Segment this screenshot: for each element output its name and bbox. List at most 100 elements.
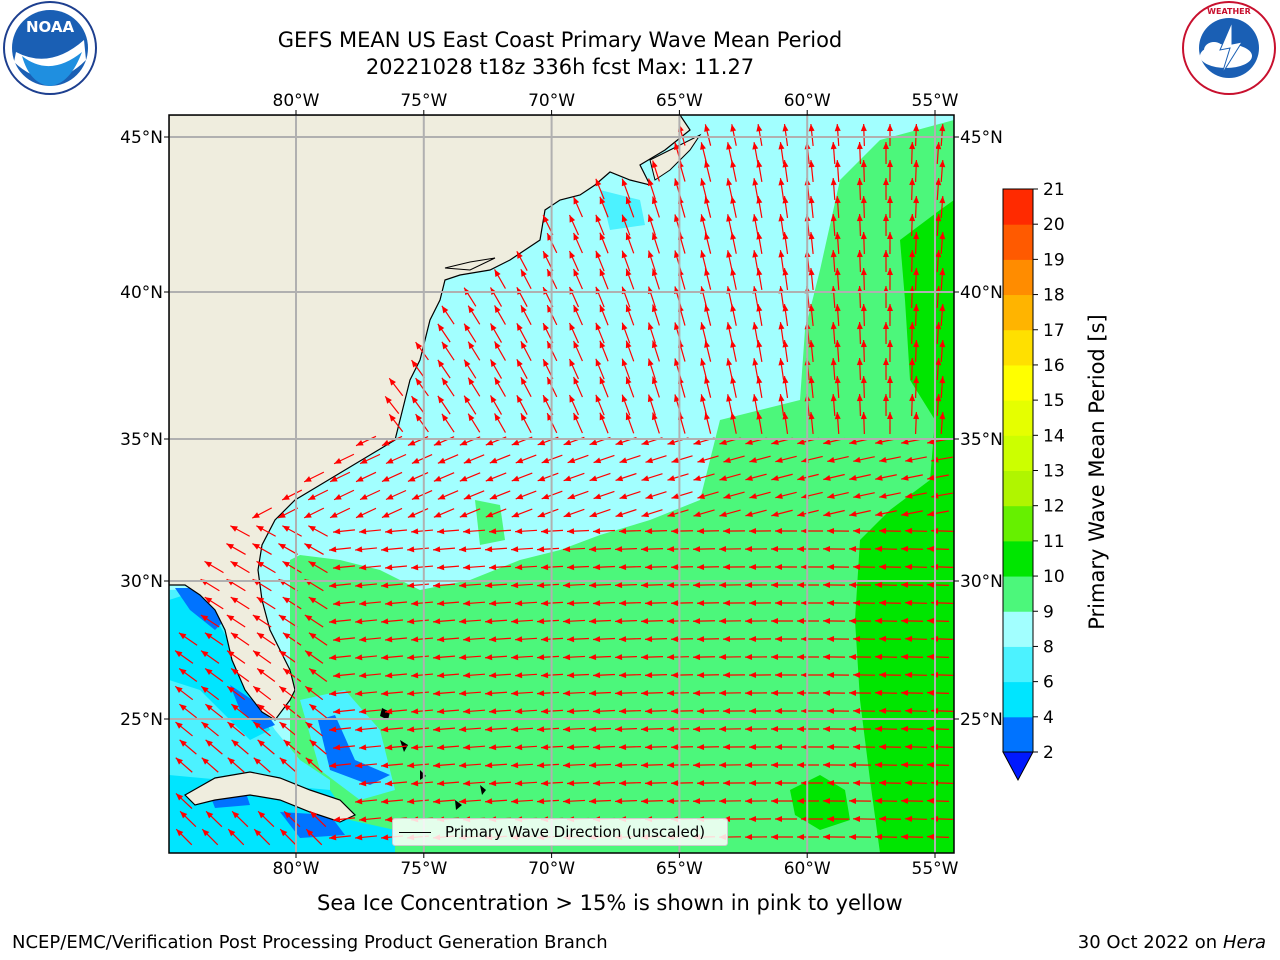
wave-vector-head xyxy=(490,359,497,368)
wave-vector-head xyxy=(437,744,445,751)
wave-vector-head xyxy=(808,160,815,168)
wave-vector-head xyxy=(730,304,737,312)
wave-vector-head xyxy=(882,358,889,366)
wave-vector-head xyxy=(726,250,733,258)
wave-vector-head xyxy=(778,394,785,402)
wave-vector-head xyxy=(304,614,313,622)
wave-vector-head xyxy=(619,528,627,535)
colorbar-tick-label: 15 xyxy=(1043,391,1065,411)
wave-vector-head xyxy=(355,762,363,769)
wave-vector-head xyxy=(227,757,235,765)
wave-vector-head xyxy=(573,196,580,205)
wave-vector-head xyxy=(511,475,520,482)
wave-vector-head xyxy=(489,672,497,679)
wave-vector-head xyxy=(485,726,493,733)
wave-vector-head xyxy=(563,475,572,482)
wave-vector-head xyxy=(257,668,265,676)
wave-vector-head xyxy=(730,376,737,384)
wave-vector-head xyxy=(887,340,894,348)
wave-vector-head xyxy=(719,762,727,769)
wave-vector-head xyxy=(719,618,727,625)
wave-vector-head xyxy=(797,725,805,732)
colorbar-tick-label: 17 xyxy=(1043,321,1065,341)
wave-vector-head xyxy=(569,394,576,403)
wave-vector-head xyxy=(749,816,757,823)
wave-vector-head xyxy=(749,493,757,499)
wave-vector-head xyxy=(330,512,338,518)
wave-vector-head xyxy=(667,511,676,518)
wave-vector-head xyxy=(520,305,527,313)
wave-vector-head xyxy=(459,582,467,589)
wave-vector-head xyxy=(641,582,649,589)
wave-vector-head xyxy=(693,726,701,733)
wave-vector-head xyxy=(853,815,861,822)
wave-vector-head xyxy=(927,438,935,445)
wave-vector-head xyxy=(909,214,916,222)
wave-vector-head xyxy=(355,726,363,733)
wave-vector-head xyxy=(667,762,675,769)
wave-vector-head xyxy=(875,510,883,517)
wave-vector-head xyxy=(441,377,449,386)
wave-vector-head xyxy=(875,761,883,768)
wave-vector-head xyxy=(621,358,628,367)
wave-vector-head xyxy=(823,797,831,804)
wave-vector-head xyxy=(329,654,337,661)
wave-vector-head xyxy=(719,511,727,517)
wave-vector-head xyxy=(593,744,601,751)
wave-vector-head xyxy=(827,707,835,714)
wave-vector-head xyxy=(913,340,920,348)
wave-vector-head xyxy=(433,618,441,625)
legend-label: Primary Wave Direction (unscaled) xyxy=(445,823,706,841)
wave-vector-head xyxy=(547,305,553,313)
wave-vector-head xyxy=(625,232,632,241)
lat-tick-label-left: 35°N xyxy=(120,430,163,450)
wave-vector-head xyxy=(468,377,475,386)
wave-vector-head xyxy=(745,475,753,481)
wave-vector-head xyxy=(834,340,841,348)
wave-vector-head xyxy=(599,304,606,313)
wave-vector-head xyxy=(853,563,861,570)
wave-vector-head xyxy=(231,704,239,711)
wave-vector-head xyxy=(647,358,654,367)
wave-vector-head xyxy=(827,492,835,499)
chart-subtitle: 20221028 t18z 336h fcst Max: 11.27 xyxy=(365,55,755,79)
wave-vector-head xyxy=(333,636,341,643)
wave-vector-head xyxy=(543,323,549,331)
wave-vector-head xyxy=(573,232,580,241)
wave-vector-head xyxy=(563,690,571,697)
wave-vector-head xyxy=(494,341,501,350)
wave-vector-head xyxy=(834,268,841,276)
wave-vector-head xyxy=(279,650,287,658)
wave-vector-head xyxy=(651,304,658,313)
wave-vector-head xyxy=(697,564,705,571)
wave-vector-head xyxy=(797,475,805,481)
wave-vector-head xyxy=(882,142,889,150)
wave-vector-head xyxy=(437,780,445,787)
wave-vector-head xyxy=(782,232,789,240)
wave-vector-head xyxy=(730,160,737,168)
wave-vector-head xyxy=(489,457,498,464)
wave-vector-head xyxy=(860,340,867,348)
wave-vector-head xyxy=(834,196,841,204)
wave-vector-head xyxy=(853,527,861,534)
wave-vector-head xyxy=(589,690,597,697)
wave-vector-head xyxy=(823,617,831,624)
wave-vector-head xyxy=(204,632,213,640)
wave-vector-head xyxy=(547,269,553,277)
svg-text:NOAA: NOAA xyxy=(26,18,75,36)
wave-vector-head xyxy=(700,178,706,186)
wave-vector-head xyxy=(905,779,913,786)
wave-vector-head xyxy=(756,304,763,312)
wave-vector-head xyxy=(385,816,393,823)
wave-vector-head xyxy=(834,160,841,168)
wave-vector-head xyxy=(489,564,497,571)
wave-vector-head xyxy=(205,739,213,747)
wave-vector-head xyxy=(771,511,779,517)
wave-vector-head xyxy=(537,439,546,446)
wave-vector-head xyxy=(175,757,183,765)
wave-vector-head xyxy=(567,528,575,535)
wave-vector-head xyxy=(693,762,701,769)
wave-vector-head xyxy=(305,650,313,658)
wave-vector-head xyxy=(939,124,946,132)
wave-vector-head xyxy=(853,779,861,786)
